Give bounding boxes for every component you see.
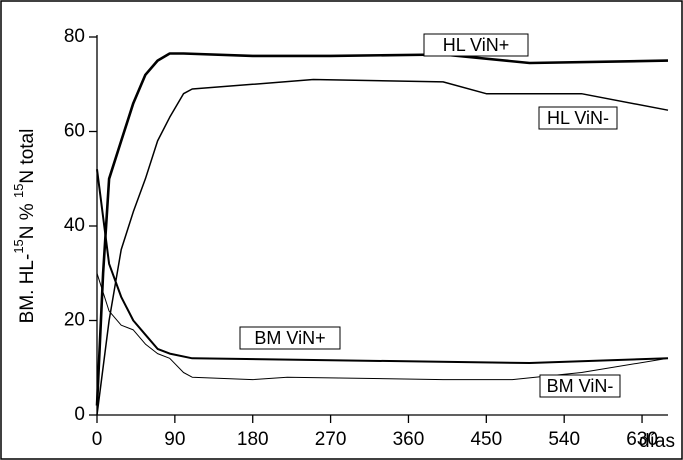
y-axis-title-sup: 15: [11, 184, 26, 198]
y-tick-label: 60: [64, 121, 85, 142]
series-label-box: [239, 326, 341, 350]
x-tick-label: 630: [626, 429, 658, 450]
y-tick-label: 80: [64, 26, 85, 47]
x-tick-label: 0: [92, 429, 103, 450]
y-tick-label: 20: [64, 310, 85, 331]
series-line: [96, 273, 669, 381]
series-label-box: [539, 374, 621, 398]
x-tick-label: 180: [237, 429, 269, 450]
series-line: [95, 52, 669, 406]
series-line: [96, 169, 669, 364]
x-tick-label: 360: [393, 429, 425, 450]
y-tick-label: 0: [74, 404, 85, 425]
series-label: HL ViN+: [443, 35, 510, 55]
series-label-box: [538, 106, 618, 130]
x-tick-label: 450: [470, 429, 502, 450]
y-axis-title: BM. HL-15N % 15N total: [11, 129, 38, 324]
series-label: BM ViN-: [547, 376, 614, 396]
y-axis-title-sup: 15: [11, 239, 26, 253]
x-tick-label: 270: [315, 429, 347, 450]
y-axis-title-part: N %: [17, 198, 38, 239]
series-line: [96, 78, 669, 416]
series-label: HL ViN-: [547, 108, 609, 128]
x-axis-title: días: [639, 431, 675, 452]
series-label-box: [423, 33, 529, 57]
x-tick-label: 90: [164, 429, 185, 450]
series-label: BM ViN+: [254, 328, 325, 348]
y-axis-title-part: N total: [17, 129, 38, 184]
y-tick-label: 40: [64, 215, 85, 236]
y-axis-title-part: BM. HL-: [17, 254, 38, 324]
x-tick-label: 540: [548, 429, 580, 450]
